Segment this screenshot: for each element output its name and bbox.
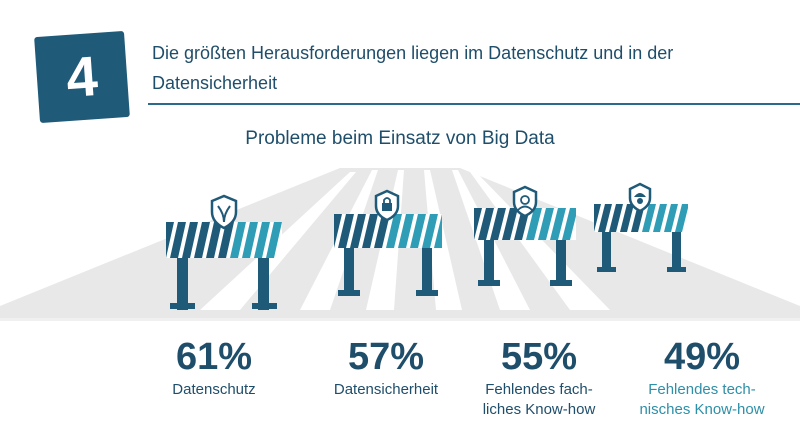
stat-label-line-1: Fehlendes tech- bbox=[648, 381, 756, 398]
stat-datensicherheit: 57% Datensicherheit bbox=[296, 336, 476, 400]
divider bbox=[148, 103, 800, 105]
stat-label: Datensicherheit bbox=[333, 381, 439, 398]
stat-label-line-1: Fehlendes fach- bbox=[485, 381, 593, 398]
barrier-4 bbox=[594, 182, 688, 272]
barrier-3 bbox=[474, 185, 576, 286]
stat-label-line-2: nisches Know-how bbox=[639, 401, 765, 418]
shield-lock-icon bbox=[374, 189, 400, 222]
barrier-2 bbox=[334, 189, 442, 296]
barrier-1 bbox=[166, 194, 282, 310]
stat-fachliches-know-how: 55% Fehlendes fach- liches Know-how bbox=[449, 336, 629, 420]
stat-technisches-know-how: 49% Fehlendes tech- nisches Know-how bbox=[612, 336, 792, 420]
headline: Die größten Herausforderungen liegen im … bbox=[152, 38, 772, 98]
shield-hands-icon bbox=[210, 194, 238, 230]
stat-percent: 57% bbox=[347, 336, 425, 378]
subtitle: Probleme beim Einsatz von Big Data bbox=[245, 128, 555, 149]
shield-person-icon bbox=[512, 185, 538, 218]
headline-line-1: Die größten Herausforderungen liegen im … bbox=[152, 43, 674, 63]
shield-worker-icon bbox=[628, 182, 652, 213]
headline-line-2: Datensicherheit bbox=[152, 73, 278, 93]
stat-label: Datenschutz bbox=[172, 381, 256, 398]
stat-percent: 61% bbox=[175, 336, 253, 378]
stat-percent: 49% bbox=[663, 336, 741, 378]
stat-label-line-2: liches Know-how bbox=[482, 401, 596, 418]
stat-percent: 55% bbox=[500, 336, 578, 378]
stat-datenschutz: 61% Datenschutz bbox=[124, 336, 304, 400]
